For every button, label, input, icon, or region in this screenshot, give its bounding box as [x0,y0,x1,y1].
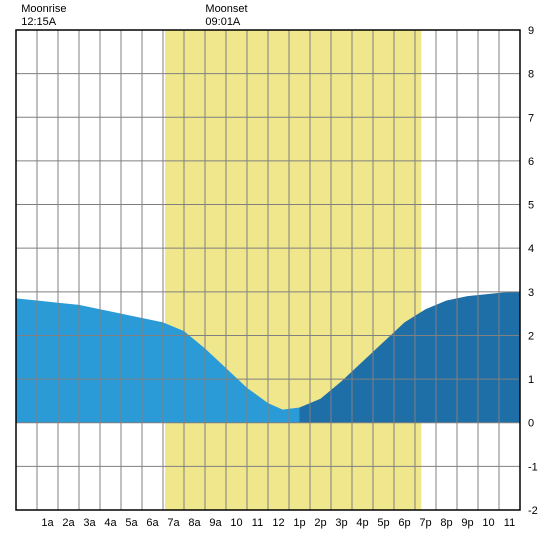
x-tick-label: 1a [41,517,54,529]
y-tick-label: 4 [528,243,534,255]
tide-chart: 1a2a3a4a5a6a7a8a9a1011121p2p3p4p5p6p7p8p… [0,0,550,550]
x-tick-label: 6a [146,517,159,529]
x-tick-label: 2p [314,517,326,529]
x-tick-label: 5p [377,517,389,529]
y-tick-label: 1 [528,374,534,386]
y-tick-label: 2 [528,330,534,342]
x-tick-label: 9p [461,517,473,529]
y-tick-label: 9 [528,25,534,37]
y-tick-label: 5 [528,200,534,212]
x-tick-label: 9a [209,517,222,529]
x-tick-label: 1p [293,517,305,529]
x-tick-label: 4p [356,517,368,529]
x-tick-label: 7a [167,517,180,529]
y-tick-label: 3 [528,287,534,299]
x-tick-label: 3a [83,517,96,529]
moonrise-time: 12:15A [21,16,57,28]
y-tick-label: 0 [528,418,534,430]
moonrise-label: Moonrise [21,3,66,15]
y-tick-label: 6 [528,156,534,168]
y-tick-label: 7 [528,112,534,124]
x-tick-label: 2a [62,517,75,529]
y-tick-label: 8 [528,69,534,81]
chart-svg: 1a2a3a4a5a6a7a8a9a1011121p2p3p4p5p6p7p8p… [0,0,550,550]
x-tick-label: 6p [398,517,410,529]
x-tick-label: 11 [504,517,515,529]
x-tick-label: 11 [252,517,263,529]
x-tick-label: 10 [482,517,494,529]
x-tick-label: 8p [440,517,452,529]
x-tick-label: 7p [419,517,431,529]
x-tick-label: 5a [125,517,138,529]
daylight-band [165,30,421,510]
moonset-time: 09:01A [205,16,241,28]
x-tick-label: 10 [230,517,242,529]
y-tick-label: -1 [528,461,538,473]
y-tick-label: -2 [528,505,538,517]
x-tick-label: 3p [335,517,347,529]
x-tick-label: 12 [272,517,284,529]
x-tick-label: 8a [188,517,201,529]
moonset-label: Moonset [205,3,247,15]
x-tick-label: 4a [104,517,117,529]
